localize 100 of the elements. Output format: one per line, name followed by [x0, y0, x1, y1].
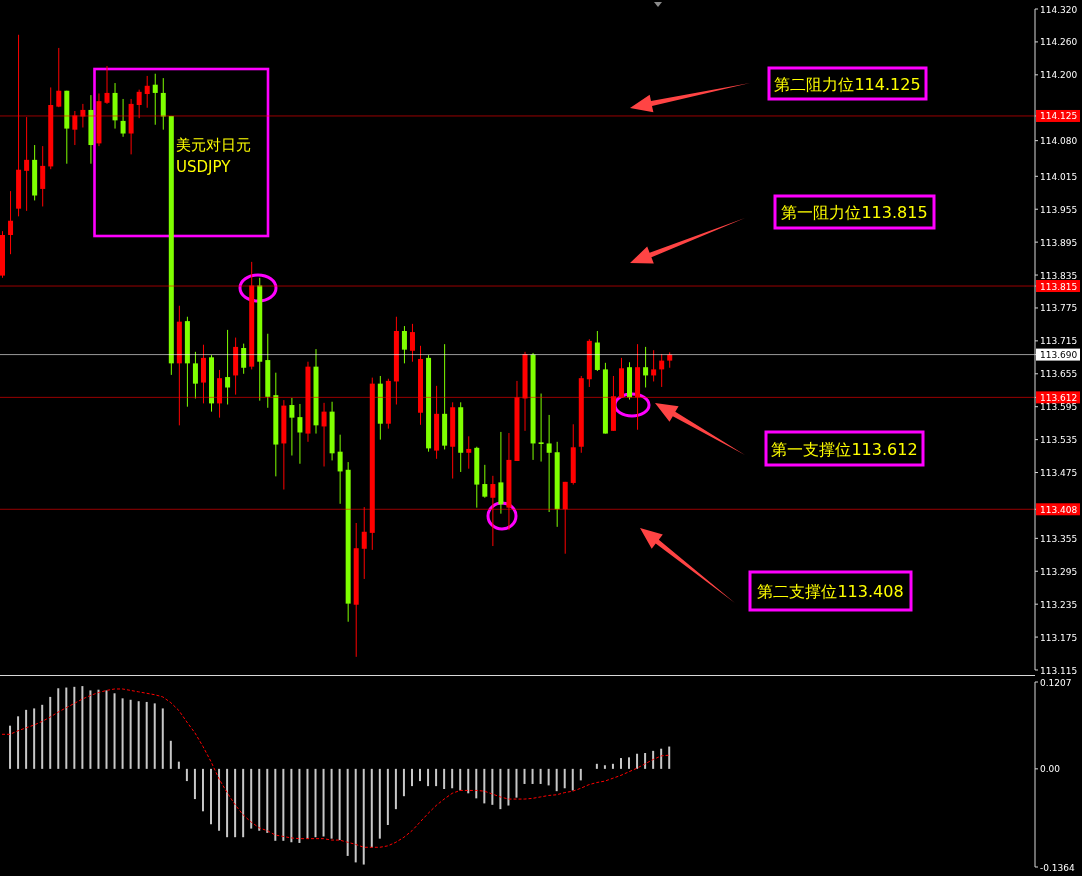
y-tick-label: 113.655	[1040, 369, 1078, 380]
bar	[563, 768, 566, 789]
candlestick	[546, 414, 552, 513]
bar	[354, 768, 357, 863]
bar	[443, 768, 446, 789]
bar	[402, 768, 405, 797]
candlestick	[401, 325, 407, 364]
bar	[274, 768, 277, 841]
y-tick-label: 113.475	[1040, 468, 1078, 479]
bar	[451, 768, 454, 789]
candlestick	[72, 110, 78, 146]
y-tick-label: 113.815	[1040, 281, 1078, 292]
y-tick-label: 113.355	[1040, 533, 1078, 544]
candlestick	[289, 397, 295, 457]
bar	[338, 768, 341, 841]
bar	[17, 716, 20, 769]
bar	[290, 768, 293, 843]
bar	[33, 708, 36, 769]
y-tick-label: -0.1364	[1040, 862, 1076, 873]
bar	[539, 768, 542, 784]
y-tick-label: 113.612	[1040, 392, 1078, 403]
y-tick-label: 113.235	[1040, 599, 1078, 610]
y-tick-label: 0.1207	[1040, 677, 1072, 688]
bar	[153, 703, 156, 769]
bar	[113, 693, 116, 769]
bar	[226, 768, 229, 838]
candlestick	[80, 103, 86, 128]
y-tick-label: 114.080	[1040, 136, 1078, 147]
bar	[137, 701, 140, 769]
y-tick-label: 114.200	[1040, 70, 1078, 81]
candlestick	[643, 346, 649, 388]
candlestick	[482, 464, 488, 499]
bar	[531, 768, 534, 784]
y-tick-label: 113.690	[1040, 350, 1078, 361]
bar	[9, 725, 12, 769]
candlestick	[24, 116, 30, 212]
line-series	[1, 688, 670, 848]
bar	[266, 768, 269, 833]
candlestick	[104, 65, 110, 105]
bar	[177, 761, 180, 769]
bar	[193, 768, 196, 800]
bar	[218, 768, 221, 831]
bar	[507, 768, 510, 806]
bar	[619, 758, 622, 769]
bar	[386, 768, 389, 825]
bar	[547, 768, 550, 786]
candlestick	[466, 435, 472, 470]
bar	[201, 768, 204, 812]
y-tick-label: 113.175	[1040, 632, 1078, 643]
candlestick	[651, 349, 657, 382]
bar	[459, 768, 462, 791]
bar	[628, 757, 631, 769]
bar	[169, 740, 172, 769]
bar	[467, 768, 470, 794]
y-tick-label: 114.125	[1040, 111, 1078, 122]
bar	[515, 768, 518, 798]
y-tick-label: 113.115	[1040, 665, 1078, 676]
bar	[362, 768, 365, 865]
bar	[97, 689, 100, 769]
bar	[611, 763, 614, 769]
candlestick	[225, 329, 231, 405]
bar	[394, 768, 397, 810]
y-tick-label: 113.408	[1040, 504, 1078, 515]
bar	[571, 768, 574, 791]
bar	[81, 686, 84, 769]
bar	[660, 748, 663, 769]
y-tick-label: 0.00	[1040, 764, 1061, 775]
bar	[73, 686, 76, 769]
candlestick	[8, 190, 14, 255]
candlestick	[490, 475, 496, 547]
candlestick	[241, 343, 247, 375]
candlestick	[538, 393, 544, 463]
candlestick	[56, 47, 62, 108]
bar	[555, 768, 558, 792]
annotation: 第一支撑位113.612	[771, 439, 918, 459]
annotation: 第二阻力位114.125	[774, 74, 921, 94]
bar	[499, 768, 502, 810]
bar	[258, 768, 261, 831]
candlestick	[337, 434, 343, 505]
y-tick-label: 114.015	[1040, 171, 1078, 182]
candlestick	[160, 77, 166, 131]
bar	[105, 690, 108, 769]
bar	[378, 768, 381, 839]
y-tick-label: 113.775	[1040, 303, 1078, 314]
bar	[636, 753, 639, 769]
bar	[306, 768, 309, 839]
y-tick-label: 114.260	[1040, 37, 1078, 48]
bar	[644, 753, 647, 769]
annotation: 第二支撑位113.408	[757, 582, 904, 601]
bar	[419, 768, 422, 782]
y-tick-label: 114.320	[1040, 4, 1078, 15]
bar	[314, 768, 317, 838]
candlestick	[321, 402, 327, 467]
bar	[668, 746, 671, 769]
candlestick	[409, 323, 415, 363]
bar	[427, 768, 430, 787]
candlestick	[297, 403, 303, 465]
y-tick-label: 113.895	[1040, 237, 1078, 248]
bar	[298, 768, 301, 843]
candlestick	[144, 75, 150, 109]
